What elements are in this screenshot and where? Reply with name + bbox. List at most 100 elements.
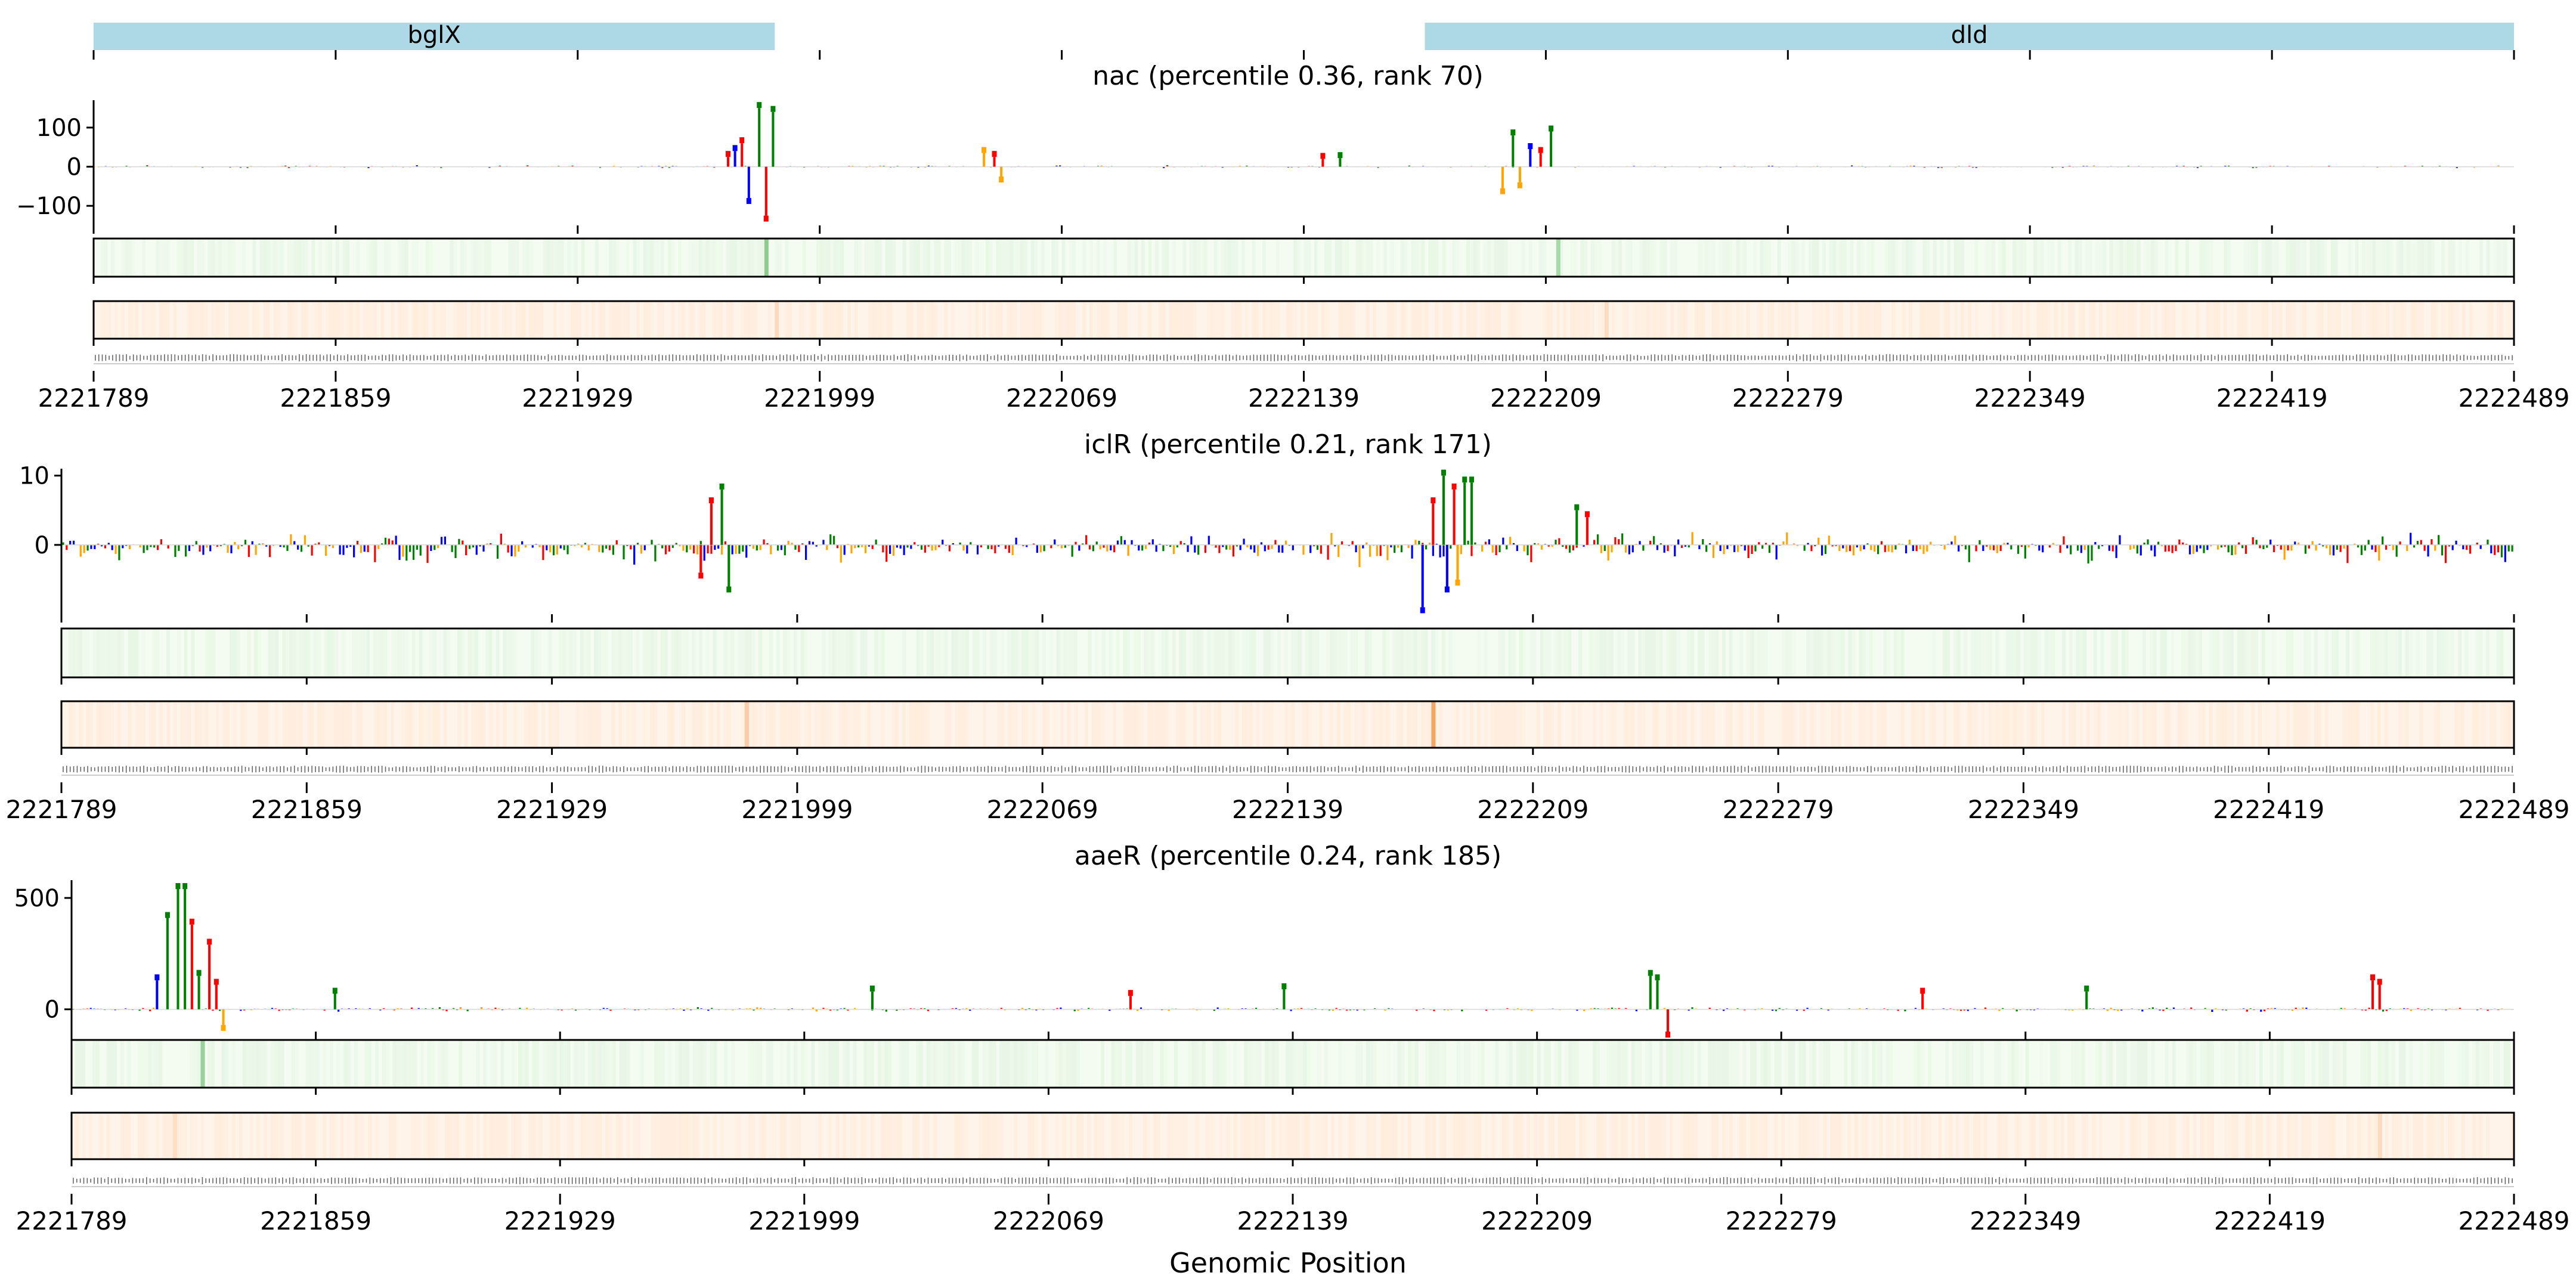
green-cell [2199, 628, 2203, 677]
green-cell [1034, 239, 1038, 277]
orange-cell [727, 701, 731, 748]
orange-cell [2027, 701, 2031, 748]
green-cell [1344, 628, 1348, 677]
orange-cell [464, 701, 468, 748]
green-cell [976, 239, 979, 277]
green-cell [2048, 628, 2052, 677]
orange-cell [1971, 701, 1975, 748]
green-cell [2303, 628, 2308, 677]
green-cell [2268, 239, 2272, 277]
green-cell [875, 239, 879, 277]
green-cell [636, 239, 640, 277]
green-cell [1072, 239, 1076, 277]
green-cell [2398, 628, 2402, 677]
orange-cell [1276, 301, 1280, 339]
orange-cell [2337, 301, 2342, 339]
green-cell [152, 628, 156, 677]
orange-cell [2293, 701, 2297, 748]
green-cell [114, 628, 118, 677]
green-cell [2044, 628, 2048, 677]
orange-cell [2299, 301, 2303, 339]
orange-cell [2107, 701, 2111, 748]
green-cell [1069, 239, 1072, 277]
green-cell [525, 239, 530, 277]
green-cell [2353, 628, 2357, 677]
green-cell [1126, 628, 1131, 677]
peak-cap [732, 145, 738, 151]
green-cell [317, 628, 321, 677]
orange-cell [152, 701, 156, 748]
orange-cell [826, 301, 831, 339]
green-cell [376, 628, 380, 677]
green-cell [1760, 628, 1764, 677]
orange-cell [2061, 301, 2065, 339]
green-cell [1442, 628, 1445, 677]
green-cell [776, 628, 780, 677]
orange-cell [226, 701, 230, 748]
orange-cell [1757, 701, 1761, 748]
orange-cell [1891, 301, 1896, 339]
green-cell [1823, 628, 1827, 677]
green-cell [457, 628, 461, 677]
orange-cell [1473, 301, 1477, 339]
green-cell [633, 239, 637, 277]
green-cell [1131, 239, 1135, 277]
green-cell [1596, 628, 1600, 677]
orange-cell [2036, 301, 2041, 339]
orange-cell [948, 701, 952, 748]
orange-cell [1515, 701, 1519, 748]
green-cell [1003, 239, 1007, 277]
green-cell [531, 628, 535, 677]
orange-cell [2377, 701, 2381, 748]
green-cell [1701, 628, 1705, 677]
orange-cell [2303, 701, 2308, 748]
orange-cell [1182, 301, 1187, 339]
orange-cell [282, 701, 286, 748]
green-cell [628, 628, 633, 677]
green-cell [1200, 628, 1204, 677]
orange-cell [809, 301, 813, 339]
orange-cell [2072, 701, 2076, 748]
green-cell [738, 628, 741, 677]
green-cell [2244, 239, 2248, 277]
orange-cell [2255, 301, 2258, 339]
orange-cell [2016, 701, 2020, 748]
orange-cell [1041, 301, 1045, 339]
orange-cell [1394, 301, 1398, 339]
green-cell [2223, 628, 2227, 677]
orange-cell [1249, 701, 1253, 748]
orange-cell [1865, 701, 1869, 748]
orange-cell [419, 701, 423, 748]
orange-cell [2121, 701, 2125, 748]
orange-cell [553, 301, 558, 339]
orange-cell [68, 701, 72, 748]
orange-cell [2403, 301, 2407, 339]
orange-cell [2114, 701, 2119, 748]
orange-cell [1659, 301, 1664, 339]
orange-cell [751, 701, 756, 748]
orange-cell [2475, 701, 2479, 748]
green-cell [197, 239, 201, 277]
green-cell [2247, 628, 2252, 677]
panel-title: aaeR (percentile 0.24, rank 185) [1075, 841, 1501, 871]
orange-cell [2251, 701, 2255, 748]
green-cell [1891, 239, 1896, 277]
orange-cell [646, 301, 651, 339]
orange-cell [989, 301, 993, 339]
x-tick-label: 2222139 [1248, 383, 1360, 413]
orange-cell [318, 301, 322, 339]
green-cell [1193, 628, 1197, 677]
green-cell [1642, 239, 1646, 277]
green-cell [546, 239, 550, 277]
orange-cell [373, 301, 377, 339]
orange-cell [723, 701, 727, 748]
orange-cell [671, 301, 675, 339]
orange-cell [1711, 701, 1716, 748]
green-cell [2012, 239, 2017, 277]
green-cell [944, 628, 948, 677]
orange-cell [1342, 301, 1346, 339]
green-cell [268, 628, 272, 677]
green-cell [854, 239, 858, 277]
orange-cell [1179, 301, 1183, 339]
orange-cell [2132, 701, 2136, 748]
